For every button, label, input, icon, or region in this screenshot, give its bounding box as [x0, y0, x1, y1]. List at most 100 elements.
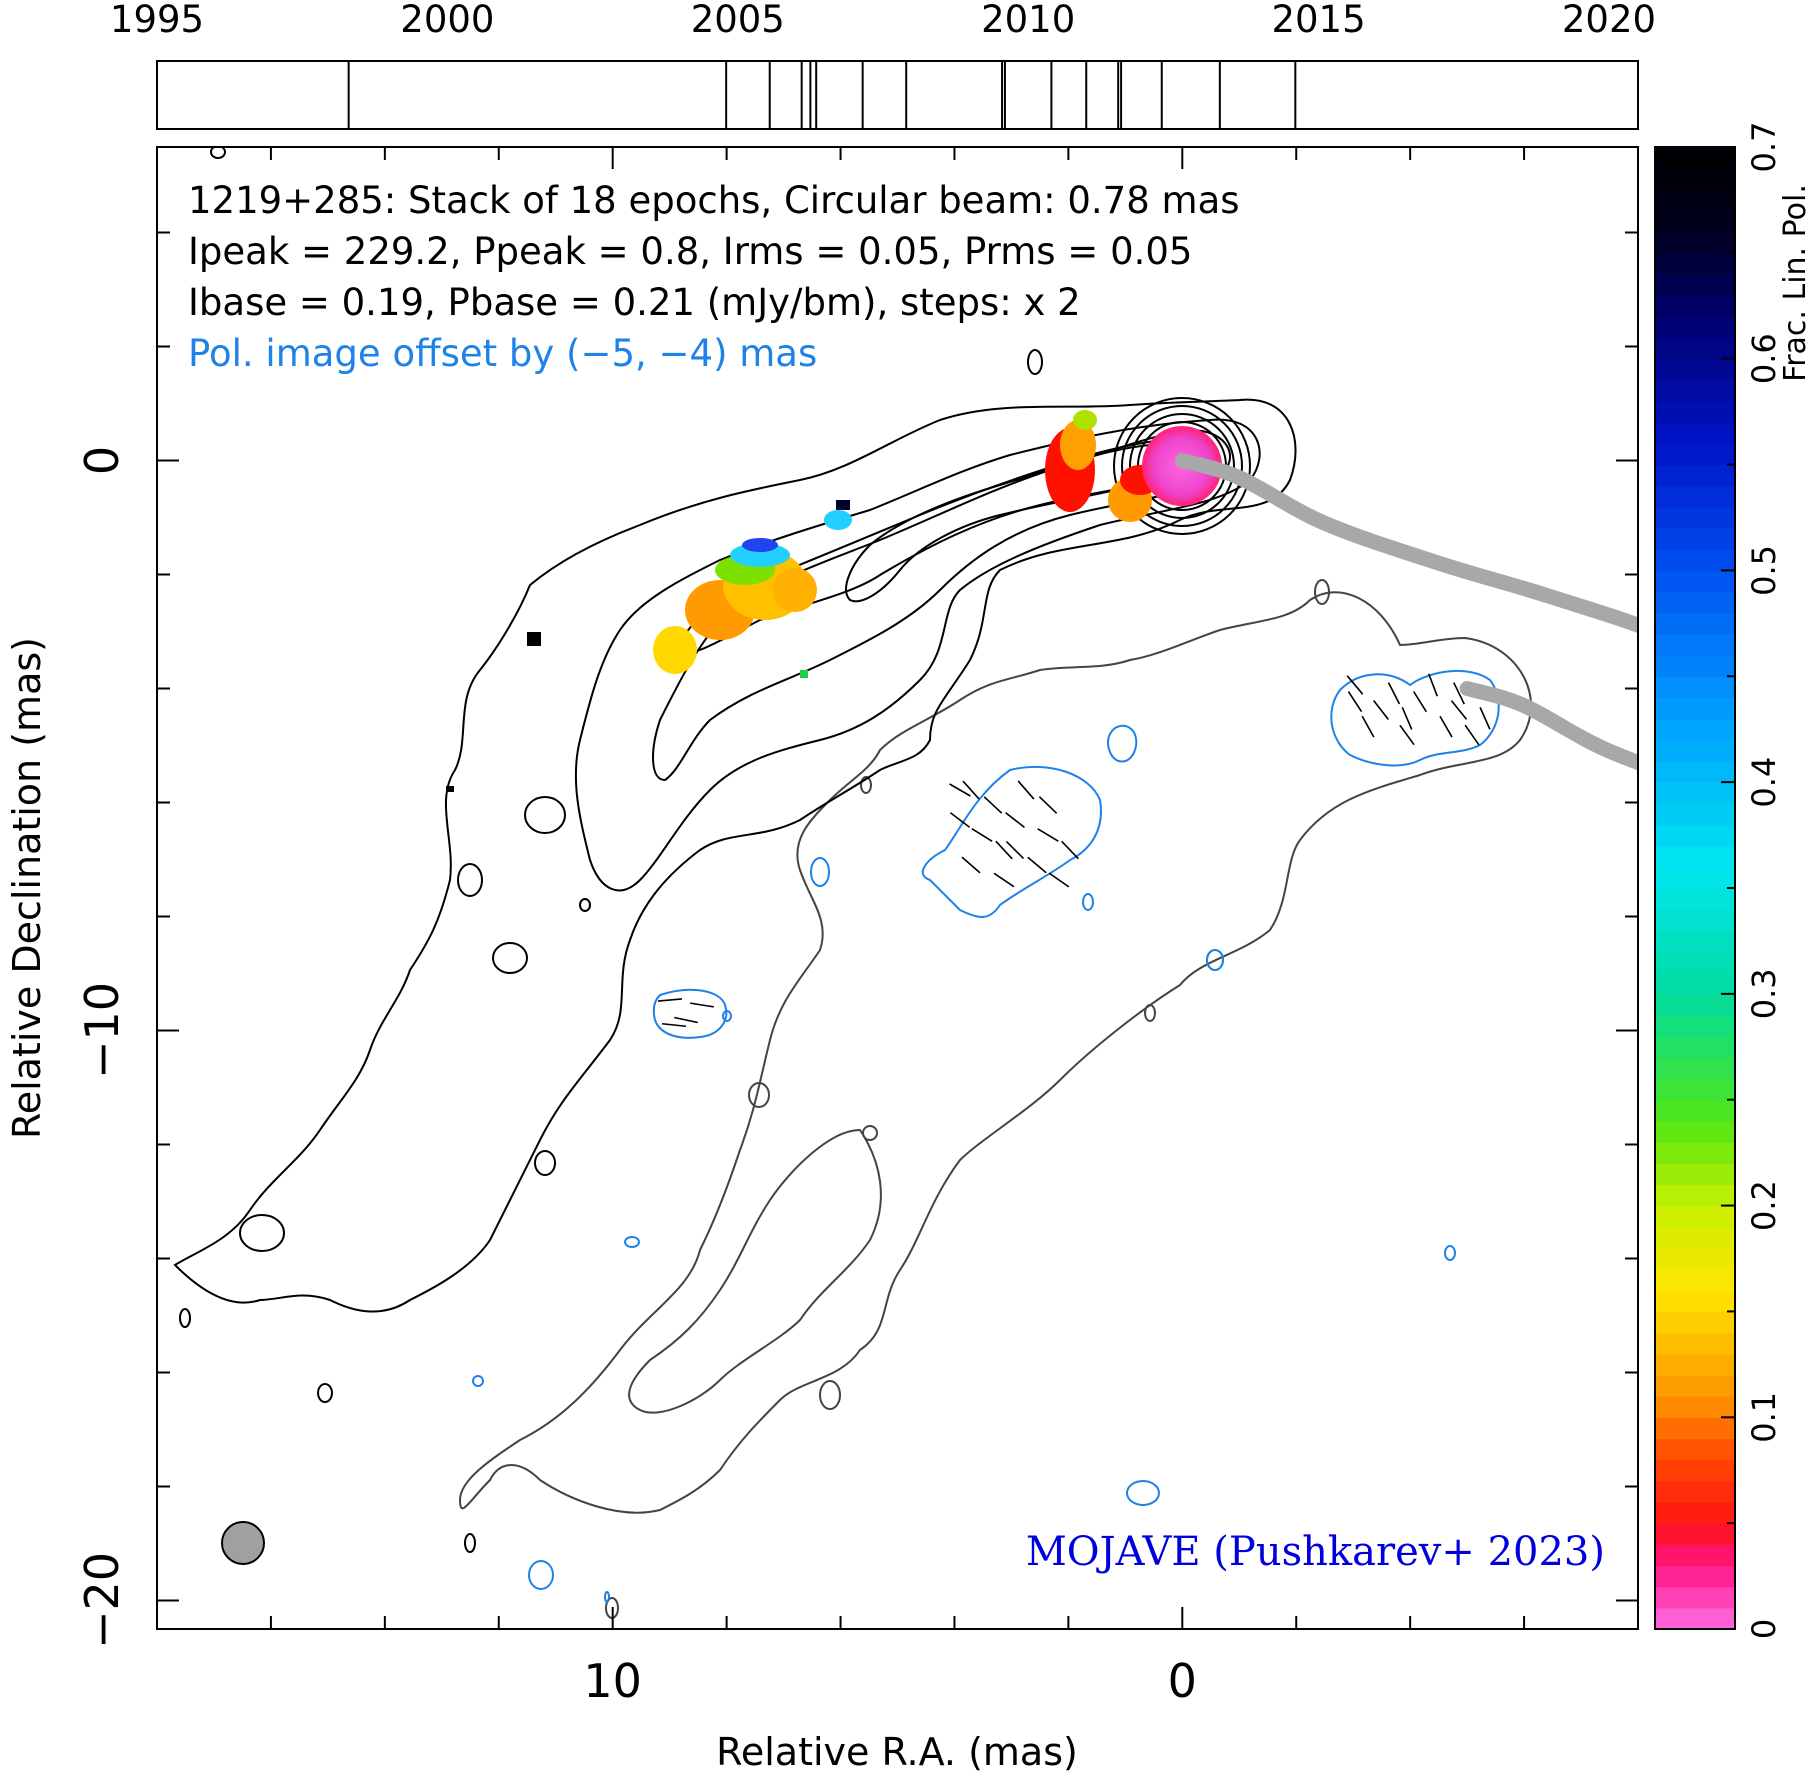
- x-axis-label: Relative R.A. (mas): [716, 1730, 1078, 1774]
- header-line-2: Ipeak = 229.2, Ppeak = 0.8, Irms = 0.05,…: [188, 230, 1192, 273]
- colorbar-cell: [1655, 1247, 1735, 1270]
- colorbar-cell: [1655, 485, 1735, 508]
- colorbar-cell: [1655, 824, 1735, 847]
- intensity-contour-3: [652, 428, 1231, 782]
- colorbar-cell: [1655, 231, 1735, 254]
- evpa-tick: [961, 856, 981, 874]
- colorbar-cell: [1655, 951, 1735, 974]
- pol-blue-contour: [921, 765, 1102, 918]
- epoch-timeline: 1995 2000 2005 2010 2015 2020: [110, 0, 1656, 130]
- evpa-ticks: [657, 673, 1491, 1028]
- colorbar-cell: [1655, 401, 1735, 423]
- pol-blue-contour: [1444, 1245, 1456, 1261]
- frac-pol-patch: [1073, 410, 1097, 430]
- evpa-tick: [983, 796, 1003, 814]
- colorbar-cell: [1655, 189, 1735, 212]
- colorbar-cell: [1655, 1374, 1735, 1397]
- colorbar-cell: [1655, 570, 1735, 593]
- evpa-tick: [1061, 840, 1079, 860]
- pol-contour-island: [748, 1082, 770, 1108]
- intensity-contour-island: [579, 898, 591, 912]
- colorbar-cell: [1655, 612, 1735, 635]
- colorbar-cell: [1655, 972, 1735, 995]
- colorbar-cell: [1655, 1120, 1735, 1143]
- pol-blue-contour: [652, 988, 728, 1039]
- colorbar-cell: [1655, 252, 1735, 275]
- intensity-contour-island: [464, 1533, 476, 1553]
- evpa-tick: [962, 780, 980, 800]
- y-tick-label: 0: [75, 446, 129, 475]
- pol-blue-contour: [1126, 1480, 1160, 1506]
- pol-blue-contour: [722, 1010, 732, 1022]
- pol-contour-island: [1144, 1004, 1156, 1022]
- pol-blue-contour: [604, 1591, 610, 1603]
- main-axis-ticks: 10 0 0 −10 −20: [75, 147, 1639, 1708]
- colorbar-cell: [1655, 1607, 1735, 1630]
- colorbar-cell: [1655, 1290, 1735, 1313]
- colorbar-cell: [1655, 1523, 1735, 1545]
- pol-contour-island: [862, 1125, 878, 1141]
- frac-pol-patch: [446, 786, 454, 792]
- colorbar-cell: [1655, 337, 1735, 360]
- colorbar-axis-label: Frac. Lin. Pol.: [1778, 184, 1813, 382]
- evpa-tick: [1464, 724, 1480, 746]
- colorbar-cell: [1655, 1015, 1735, 1037]
- timeline-ticks: 1995 2000 2005 2010 2015 2020: [110, 0, 1656, 41]
- colorbar-tick-label: 0.1: [1745, 1392, 1783, 1443]
- evpa-tick: [1450, 700, 1468, 720]
- header-line-4: Pol. image offset by (−5, −4) mas: [188, 332, 817, 375]
- beam-ellipse: [221, 1521, 265, 1565]
- colorbar-cell: [1655, 1565, 1735, 1588]
- evpa-tick: [1038, 796, 1058, 814]
- fractional-polarization-map: [446, 410, 1222, 792]
- x-tick-label: 10: [583, 1654, 642, 1708]
- timeline-tick-label: 2005: [691, 0, 785, 41]
- core-contour: [1129, 413, 1235, 519]
- evpa-tick: [1387, 682, 1401, 705]
- intensity-contour-2: [574, 418, 1261, 892]
- evpa-tick: [657, 998, 683, 1002]
- x-tick-label: 0: [1168, 1654, 1197, 1708]
- y-tick-label: −10: [75, 982, 129, 1079]
- evpa-tick: [1412, 691, 1428, 713]
- evpa-tick: [1439, 715, 1453, 738]
- colorbar-tick-label: 0.2: [1745, 1180, 1783, 1231]
- colorbar-cell: [1655, 697, 1735, 720]
- colorbar-cell: [1655, 168, 1735, 190]
- evpa-tick: [1347, 691, 1363, 713]
- colorbar-tick-label: 0.7: [1745, 122, 1783, 173]
- colorbar-cell: [1655, 993, 1735, 1016]
- evpa-tick: [1479, 707, 1491, 730]
- evpa-tick: [1017, 780, 1035, 800]
- colorbar-gradient: [1655, 147, 1735, 1630]
- intensity-contour-island: [239, 1214, 285, 1252]
- colorbar-cell: [1655, 1099, 1735, 1122]
- colorbar-cell: [1655, 1544, 1735, 1567]
- timeline-tick-label: 2000: [400, 0, 494, 41]
- contour-map-panel: 10 0 0 −10 −20 1219+285: Stack of 18 epochs,…: [75, 146, 1639, 1708]
- colorbar-cell: [1655, 1057, 1735, 1080]
- colorbar-cell: [1655, 782, 1735, 804]
- colorbar: 0 0.1 0.2 0.3 0.4 0.5 0.6 0.7: [1654, 122, 1783, 1639]
- colorbar-cell: [1655, 1163, 1735, 1185]
- timeline-tick-label: 1995: [110, 0, 204, 41]
- evpa-tick: [1048, 872, 1070, 888]
- timeline-tick-label: 2010: [981, 0, 1075, 41]
- colorbar-cell: [1655, 549, 1735, 572]
- colorbar-cell: [1655, 739, 1735, 762]
- evpa-tick: [690, 1002, 714, 1008]
- colorbar-cell: [1655, 909, 1735, 931]
- colorbar-cell: [1655, 845, 1735, 868]
- colorbar-cell: [1655, 1459, 1735, 1482]
- evpa-tick: [949, 812, 971, 828]
- evpa-tick: [1037, 828, 1059, 842]
- colorbar-cell: [1655, 1438, 1735, 1461]
- colorbar-cell: [1655, 1205, 1735, 1228]
- pol-blue-contour: [472, 1375, 484, 1387]
- intensity-contour-island: [1027, 349, 1043, 375]
- colorbar-cell: [1655, 803, 1735, 826]
- colorbar-cell: [1655, 316, 1735, 339]
- pol-blue-contour: [528, 1560, 554, 1590]
- evpa-tick: [1346, 675, 1364, 695]
- y-axis-label: Relative Declination (mas): [5, 637, 49, 1139]
